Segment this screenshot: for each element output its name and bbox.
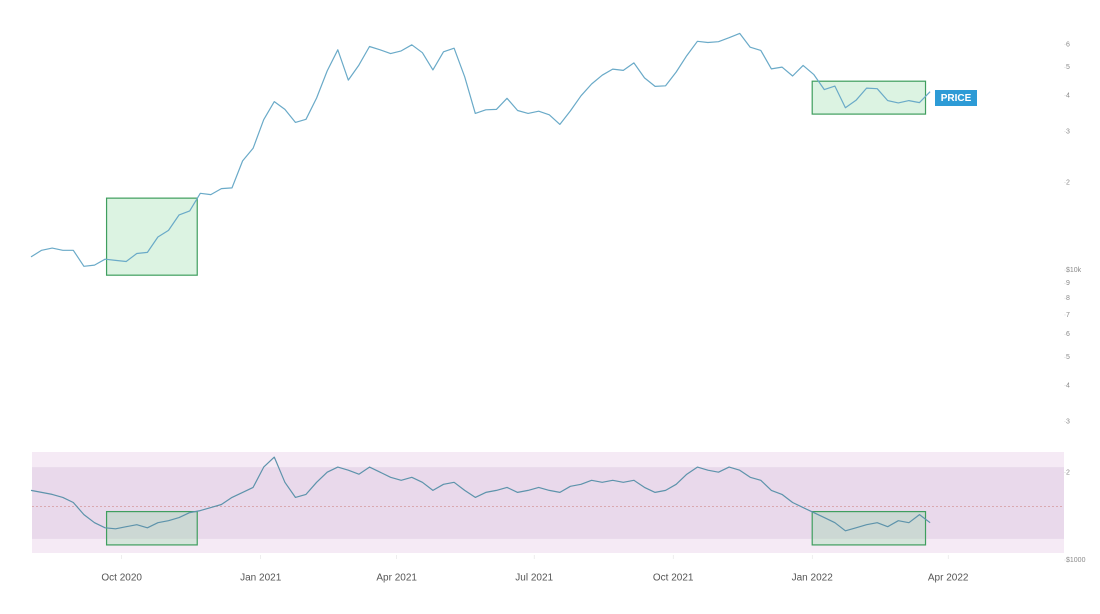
y-tick-label: 2 — [1066, 470, 1070, 477]
y-tick-label: $10k — [1066, 267, 1082, 274]
indicator-bands — [32, 452, 1064, 553]
y-tick-label: $1000 — [1066, 557, 1086, 564]
indicator-highlight — [105, 510, 198, 546]
x-tick-label: Oct 2021 — [653, 573, 694, 584]
x-tick-label: Oct 2020 — [101, 573, 142, 584]
indicator-highlight — [811, 510, 927, 546]
y-tick-label: 3 — [1066, 418, 1070, 425]
inner-band — [32, 467, 1064, 539]
y-tick-label: 4 — [1066, 382, 1070, 389]
y-tick-label: 2 — [1066, 180, 1070, 187]
y-tick-label: 9 — [1066, 280, 1070, 287]
y-tick-label: 6 — [1066, 331, 1070, 338]
price-highlight — [105, 197, 198, 276]
y-tick-label: 5 — [1066, 64, 1070, 71]
legend-swatch — [935, 90, 977, 106]
price-highlight — [811, 80, 927, 115]
y-tick-label: 3 — [1066, 129, 1070, 136]
x-tick-label: Jul 2021 — [515, 573, 553, 584]
x-tick-label: Jan 2022 — [792, 573, 834, 584]
y-tick-label: 7 — [1066, 312, 1070, 319]
y-tick-label: 5 — [1066, 354, 1070, 361]
indicator-line — [30, 456, 931, 532]
x-tick-label: Jan 2021 — [240, 573, 282, 584]
x-tick-label: Apr 2021 — [376, 573, 417, 584]
legend-label: PRICE — [941, 93, 972, 104]
y-tick-label: 4 — [1066, 92, 1070, 99]
y-tick-label: 6 — [1066, 41, 1070, 48]
x-tick-label: Apr 2022 — [928, 573, 969, 584]
y-tick-label: 8 — [1066, 295, 1070, 302]
price-line — [30, 32, 931, 267]
